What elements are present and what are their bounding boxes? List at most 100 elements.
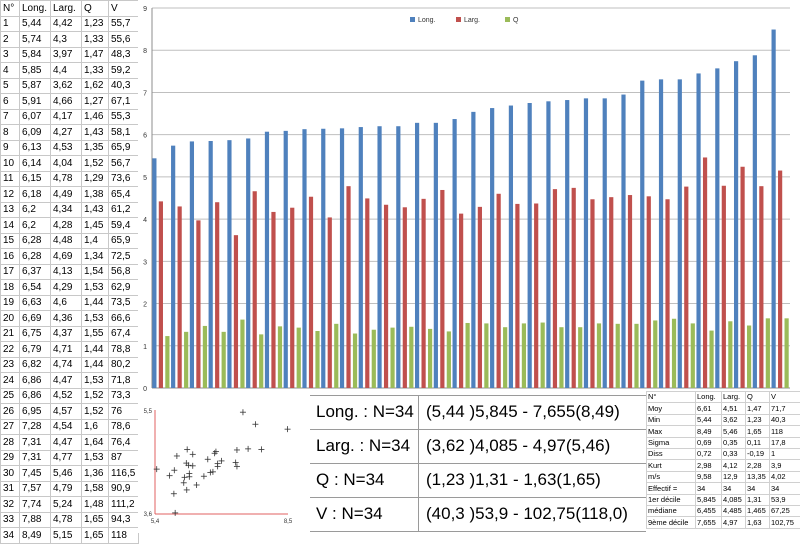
table-cell: 4,04 [51, 156, 82, 172]
table-cell: 4,78 [51, 512, 82, 528]
bar-q [428, 329, 432, 388]
table-cell: 1,27 [82, 94, 109, 110]
scatter-point [215, 461, 221, 467]
stats-cell: 0,72 [696, 448, 722, 459]
table-cell: 4,4 [51, 63, 82, 79]
table-cell: 7,28 [20, 419, 51, 435]
column-header: V [109, 1, 139, 17]
bar-q [222, 332, 226, 388]
table-cell: 4,48 [51, 233, 82, 249]
stats-cell: 4,485 [722, 505, 746, 516]
table-cell: 5,87 [20, 78, 51, 94]
bar-q [766, 318, 770, 388]
table-cell: 55,6 [109, 32, 139, 48]
table-cell: 20 [1, 311, 20, 327]
table-cell: 4,66 [51, 94, 82, 110]
table-cell: 55,7 [109, 16, 139, 32]
scatter-x-tick-label: 8,5 [284, 519, 293, 525]
table-cell: 16 [1, 249, 20, 265]
table-cell: 4,53 [51, 140, 82, 156]
bar-larg [722, 186, 726, 388]
stats-header: Long. [696, 392, 722, 403]
bar-larg [215, 202, 219, 388]
scatter-point [184, 446, 190, 452]
table-cell: 4,29 [51, 280, 82, 296]
table-cell: 24 [1, 373, 20, 389]
scatter-point [181, 480, 187, 486]
table-cell: 9 [1, 140, 20, 156]
table-cell: 1,65 [82, 528, 109, 544]
bar-long [678, 79, 682, 388]
table-cell: 6,86 [20, 373, 51, 389]
table-cell: 73,3 [109, 388, 139, 404]
bar-larg [553, 189, 557, 388]
stats-cell: médiane [647, 505, 696, 516]
bar-larg [572, 188, 576, 388]
bar-q [240, 320, 244, 388]
bar-long [528, 103, 532, 388]
bar-long [302, 129, 306, 388]
table-cell: 65,4 [109, 187, 139, 203]
stats-cell: 4,02 [770, 471, 800, 482]
table-cell: 1,23 [82, 16, 109, 32]
column-header: Long. [20, 1, 51, 17]
scatter-point [207, 469, 213, 475]
scatter-point [285, 426, 291, 432]
stats-cell: 1,63 [746, 517, 770, 528]
summary-row: V : N=34 (40,3 )53,9 - 102,75(118,0) [310, 497, 646, 532]
table-cell: 6,86 [20, 388, 51, 404]
table-cell: 1,45 [82, 218, 109, 234]
bar-long [453, 119, 457, 388]
bar-long [359, 127, 363, 388]
summary-value: (5,44 )5,845 - 7,655(8,49) [426, 402, 620, 422]
stats-cell: 1,23 [746, 414, 770, 425]
table-cell: 4,13 [51, 264, 82, 280]
bar-long [509, 106, 513, 388]
table-cell: 4,6 [51, 295, 82, 311]
scatter-point [167, 473, 173, 479]
table-cell: 1,58 [82, 481, 109, 497]
table-cell: 111,2 [109, 497, 139, 513]
table-cell: 1,52 [82, 404, 109, 420]
table-cell: 6,15 [20, 171, 51, 187]
column-header: Q [82, 1, 109, 17]
stats-cell: 6,61 [696, 403, 722, 414]
stats-cell: 3,9 [770, 460, 800, 471]
stats-cell: 3,62 [722, 414, 746, 425]
bar-long [152, 158, 156, 388]
table-cell: 1 [1, 16, 20, 32]
bar-long [640, 81, 644, 388]
table-cell: 59,2 [109, 63, 139, 79]
bar-larg [290, 208, 294, 388]
bar-q [184, 332, 188, 388]
table-cell: 72,5 [109, 249, 139, 265]
table-cell: 67,1 [109, 94, 139, 110]
bar-larg [684, 187, 688, 388]
table-cell: 4,57 [51, 404, 82, 420]
bar-q [597, 323, 601, 388]
table-cell: 40,3 [109, 78, 139, 94]
table-cell: 56,8 [109, 264, 139, 280]
legend-label: Long. [418, 17, 436, 24]
scatter-y-tick-label: 5,5 [144, 409, 153, 415]
bar-larg [759, 186, 763, 388]
y-tick-label: 6 [143, 133, 147, 140]
table-cell: 14 [1, 218, 20, 234]
scatter-point [186, 474, 192, 480]
table-cell: 1,33 [82, 63, 109, 79]
stats-cell: Max [647, 426, 696, 437]
table-cell: 1,44 [82, 357, 109, 373]
bar-long [171, 146, 175, 388]
